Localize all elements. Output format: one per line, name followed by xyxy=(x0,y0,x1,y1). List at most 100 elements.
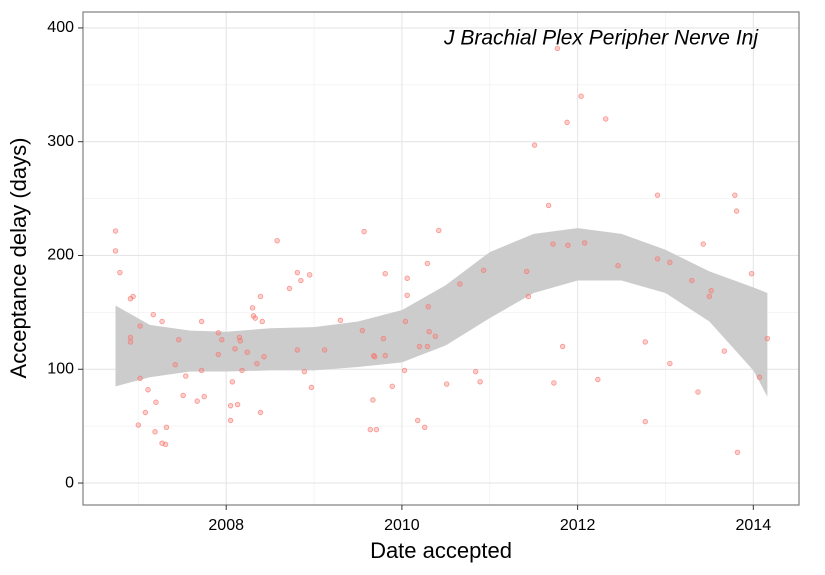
point xyxy=(523,268,530,275)
point xyxy=(554,45,561,52)
point xyxy=(732,192,738,198)
x-axis-title: Date accepted xyxy=(370,538,512,563)
point xyxy=(259,318,265,325)
x-tick-label: 2014 xyxy=(736,517,772,534)
point xyxy=(371,354,378,360)
point xyxy=(480,267,487,273)
point xyxy=(112,228,119,234)
point xyxy=(198,318,205,325)
point xyxy=(700,241,706,247)
point xyxy=(172,362,178,368)
point xyxy=(422,424,428,430)
point xyxy=(286,285,293,292)
point xyxy=(603,116,609,122)
point xyxy=(373,426,380,433)
point xyxy=(254,360,260,367)
point xyxy=(642,339,648,345)
point xyxy=(183,373,189,379)
point xyxy=(642,418,648,425)
point xyxy=(764,335,771,342)
point xyxy=(244,349,250,355)
point xyxy=(308,384,315,391)
point xyxy=(706,293,713,300)
y-tick-label: 0 xyxy=(65,474,74,491)
point xyxy=(370,397,376,403)
y-tick-label: 400 xyxy=(47,19,74,36)
point xyxy=(667,259,673,266)
point xyxy=(689,277,695,284)
point xyxy=(424,260,431,267)
point xyxy=(257,409,264,416)
point xyxy=(389,383,395,390)
smooth-band xyxy=(115,228,768,397)
point xyxy=(748,270,755,277)
point xyxy=(337,317,344,324)
point xyxy=(194,398,200,404)
point xyxy=(404,292,410,299)
point xyxy=(401,367,408,374)
point xyxy=(153,399,159,405)
point xyxy=(425,303,431,310)
point xyxy=(559,343,566,350)
point xyxy=(708,288,714,294)
point xyxy=(135,422,142,428)
smooth-band-layer xyxy=(115,228,768,397)
point xyxy=(294,269,301,276)
point xyxy=(127,334,134,341)
point xyxy=(257,293,264,300)
point xyxy=(531,142,538,148)
points-layer xyxy=(112,45,771,456)
point xyxy=(654,256,661,262)
point xyxy=(550,241,556,247)
y-axis-title: Acceptance delay (days) xyxy=(6,138,31,379)
point xyxy=(424,343,431,350)
point xyxy=(162,441,169,448)
point xyxy=(137,323,143,329)
point xyxy=(457,281,463,287)
point xyxy=(615,263,621,269)
axes: 2008 2010 2012 2014 0 100 200 300 400 xyxy=(47,19,771,534)
point xyxy=(142,409,149,416)
point xyxy=(404,275,410,281)
point xyxy=(578,93,584,99)
point xyxy=(432,333,438,339)
point xyxy=(367,426,373,433)
chart-title: J Brachial Plex Peripher Nerve Inj xyxy=(443,27,759,50)
point xyxy=(112,248,119,254)
point xyxy=(436,227,442,234)
point xyxy=(654,192,661,198)
panel-border xyxy=(82,11,800,506)
y-tick-label: 200 xyxy=(47,247,74,264)
point xyxy=(756,374,763,380)
x-tick-label: 2010 xyxy=(384,517,420,534)
point xyxy=(137,375,143,382)
point xyxy=(159,318,165,325)
point xyxy=(321,347,328,353)
point xyxy=(525,293,532,300)
point xyxy=(215,330,221,336)
point xyxy=(198,367,205,374)
point xyxy=(415,417,421,424)
point xyxy=(117,269,123,276)
point xyxy=(382,352,388,359)
point xyxy=(130,293,136,300)
y-tick-label: 300 xyxy=(47,133,74,150)
point xyxy=(734,449,741,456)
point xyxy=(426,329,432,335)
point xyxy=(229,379,236,385)
point xyxy=(551,380,557,386)
point xyxy=(239,367,245,374)
point xyxy=(564,119,570,126)
point xyxy=(545,202,552,209)
point xyxy=(581,240,588,246)
point xyxy=(215,351,221,358)
x-tick-label: 2012 xyxy=(560,517,596,534)
point xyxy=(152,429,158,435)
point xyxy=(402,318,409,325)
point xyxy=(176,336,182,343)
point xyxy=(382,270,388,277)
point xyxy=(477,379,483,385)
point xyxy=(301,368,308,375)
point xyxy=(150,311,156,318)
